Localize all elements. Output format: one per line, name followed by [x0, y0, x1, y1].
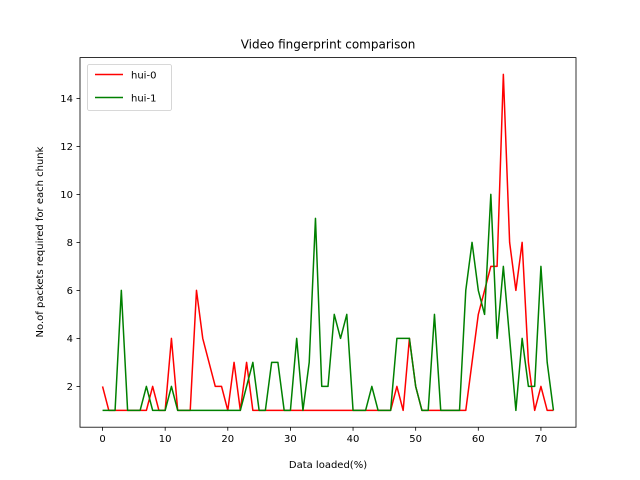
legend-label-hui-1: hui-1 [131, 94, 156, 105]
x-tick-label: 50 [409, 434, 422, 445]
y-axis: 2 4 6 8 10 12 14 [60, 94, 80, 393]
x-tick-label: 30 [284, 434, 297, 445]
legend-frame [87, 64, 172, 111]
x-tick-label: 0 [99, 434, 105, 445]
y-axis-label: No.of packets required for each chunk [35, 146, 46, 337]
y-tick-label: 14 [60, 94, 73, 105]
y-tick-label: 2 [67, 382, 73, 393]
x-tick-label: 20 [221, 434, 234, 445]
y-tick-label: 10 [60, 190, 73, 201]
y-tick-label: 4 [67, 334, 73, 345]
x-tick-label: 40 [347, 434, 360, 445]
x-tick-label: 10 [159, 434, 172, 445]
chart-title: Video fingerprint comparison [241, 38, 416, 52]
y-tick-label: 8 [67, 238, 73, 249]
plot-lines [101, 73, 555, 412]
legend-label-hui-0: hui-0 [131, 71, 156, 82]
x-tick-label: 60 [472, 434, 485, 445]
series-line-hui-1 [102, 193, 555, 412]
x-axis-label: Data loaded(%) [289, 460, 367, 471]
x-axis: 0 10 20 30 40 50 60 70 [99, 427, 547, 445]
x-tick-label: 70 [535, 434, 548, 445]
legend: hui-0 hui-1 [87, 64, 172, 111]
y-tick-label: 6 [67, 286, 73, 297]
y-tick-label: 12 [60, 142, 73, 153]
